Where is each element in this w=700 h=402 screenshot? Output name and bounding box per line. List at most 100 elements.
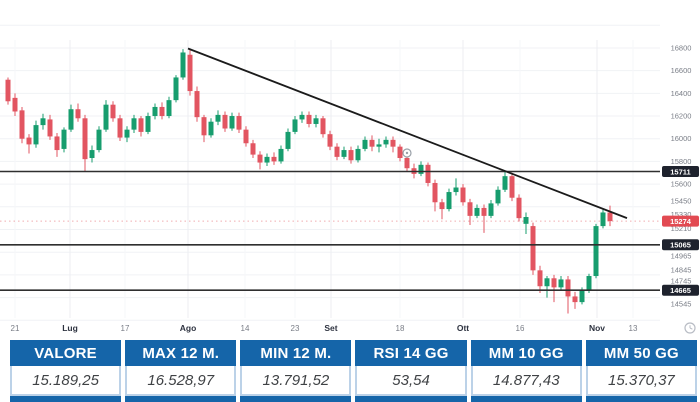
candle[interactable]: [551, 278, 557, 288]
candle[interactable]: [47, 119, 53, 137]
candle[interactable]: [572, 296, 578, 303]
candle[interactable]: [110, 104, 116, 119]
candle[interactable]: [166, 100, 172, 117]
candle[interactable]: [348, 150, 354, 161]
candle[interactable]: [586, 276, 592, 291]
candle[interactable]: [509, 176, 515, 198]
candle[interactable]: [103, 104, 109, 130]
candle[interactable]: [138, 118, 144, 132]
candle[interactable]: [292, 119, 298, 132]
price-chart-panel[interactable]: 16800 16600 16400 16200 16000 15800 15600 15450…: [0, 0, 700, 338]
candle[interactable]: [243, 129, 249, 144]
candle[interactable]: [502, 176, 508, 190]
price-axis-label: 14745: [671, 277, 692, 286]
price-axis-label: 14545: [671, 299, 692, 308]
candle[interactable]: [33, 125, 39, 145]
candle[interactable]: [439, 202, 445, 210]
candle[interactable]: [516, 197, 522, 219]
candle[interactable]: [313, 118, 319, 124]
price-level-badge-label: 14665: [670, 286, 691, 295]
candle[interactable]: [229, 116, 235, 129]
candle[interactable]: [341, 150, 347, 157]
candle[interactable]: [425, 164, 431, 183]
candle[interactable]: [96, 129, 102, 151]
candle[interactable]: [222, 114, 228, 129]
candle[interactable]: [299, 114, 305, 120]
candle[interactable]: [565, 279, 571, 297]
candle[interactable]: [432, 182, 438, 203]
candle[interactable]: [152, 106, 158, 117]
candle[interactable]: [264, 156, 270, 163]
candle[interactable]: [285, 131, 291, 149]
candle[interactable]: [467, 202, 473, 216]
price-axis[interactable]: 16800 16600 16400 16200 16000 15800 15600 15450…: [662, 43, 699, 308]
candle[interactable]: [257, 154, 263, 163]
candle[interactable]: [208, 121, 214, 136]
candle[interactable]: [12, 97, 18, 112]
candle[interactable]: [355, 148, 361, 161]
candle[interactable]: [404, 158, 410, 169]
candle[interactable]: [446, 192, 452, 210]
candle[interactable]: [124, 129, 130, 138]
candle[interactable]: [117, 118, 123, 138]
stats-col-mm50: MM 50 GG 15.370,37: [585, 340, 697, 402]
candle[interactable]: [397, 146, 403, 159]
candle[interactable]: [593, 226, 599, 277]
candle[interactable]: [40, 118, 46, 126]
candle[interactable]: [523, 217, 529, 224]
price-level-badge: [662, 239, 699, 251]
candle[interactable]: [159, 106, 165, 117]
candle[interactable]: [131, 118, 137, 130]
candle[interactable]: [215, 114, 221, 122]
stats-header-min12m: MIN 12 M.: [240, 340, 352, 366]
candle[interactable]: [75, 109, 81, 119]
candle[interactable]: [82, 118, 88, 160]
candle[interactable]: [558, 279, 564, 288]
candle[interactable]: [180, 52, 186, 78]
candle[interactable]: [54, 136, 60, 151]
candle[interactable]: [369, 139, 375, 147]
candle[interactable]: [320, 118, 326, 135]
candle[interactable]: [481, 207, 487, 216]
candle[interactable]: [579, 290, 585, 303]
candle[interactable]: [334, 146, 340, 157]
candle[interactable]: [383, 139, 389, 145]
candle[interactable]: [306, 114, 312, 124]
candle[interactable]: [474, 207, 480, 216]
candle[interactable]: [26, 137, 32, 145]
candle[interactable]: [5, 79, 11, 102]
candle[interactable]: [488, 203, 494, 216]
grid: [0, 24, 660, 321]
candle[interactable]: [250, 143, 256, 155]
candle[interactable]: [607, 212, 613, 222]
candle[interactable]: [460, 187, 466, 203]
last-price-badge: [662, 215, 699, 227]
candle[interactable]: [89, 150, 95, 159]
candle[interactable]: [271, 156, 277, 162]
candle[interactable]: [600, 212, 606, 227]
candlestick-chart[interactable]: 16800 16600 16400 16200 16000 15800 15600 15450…: [0, 0, 700, 338]
time-axis[interactable]: 21 Lug 17 Ago 14 23 Set 18 Ott 16 Nov 13: [11, 323, 638, 333]
candle[interactable]: [145, 116, 151, 132]
last-price-badge-label: 15274: [670, 217, 692, 226]
candle[interactable]: [173, 77, 179, 101]
trendline[interactable]: [187, 47, 628, 219]
candle[interactable]: [201, 117, 207, 136]
candle[interactable]: [376, 144, 382, 147]
candle[interactable]: [61, 129, 67, 149]
candle[interactable]: [327, 134, 333, 147]
candle[interactable]: [495, 189, 501, 204]
candle[interactable]: [537, 270, 543, 287]
candle[interactable]: [68, 109, 74, 130]
candle[interactable]: [236, 116, 242, 130]
candle[interactable]: [187, 54, 193, 92]
candle[interactable]: [362, 139, 368, 149]
candle[interactable]: [194, 91, 200, 118]
candle[interactable]: [19, 110, 25, 139]
candle[interactable]: [544, 278, 550, 287]
candle[interactable]: [278, 148, 284, 162]
candle[interactable]: [530, 226, 536, 271]
candle[interactable]: [390, 139, 396, 147]
candle[interactable]: [453, 187, 459, 193]
candle[interactable]: [418, 164, 424, 174]
